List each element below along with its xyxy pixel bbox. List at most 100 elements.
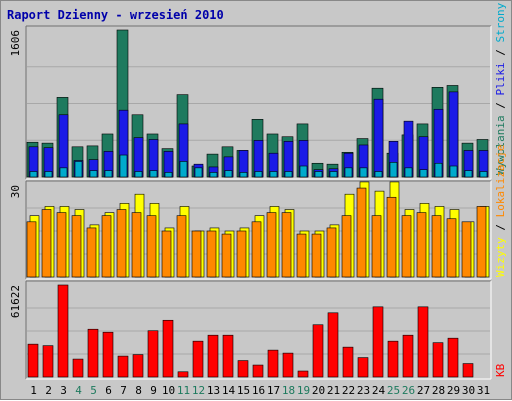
bar-requests-pliki-29 [448, 91, 459, 178]
x-tick-label: 27 [417, 384, 430, 397]
bar-requests-strony-24 [374, 171, 383, 178]
bar-visits-lokalizacje-14 [221, 233, 232, 278]
bar-traffic-kb-1 [27, 343, 39, 378]
x-tick-label: 4 [75, 384, 82, 397]
x-tick-label: 12 [192, 384, 205, 397]
bar-visits-lokalizacje-28 [431, 215, 442, 278]
bar-visits-lokalizacje-16 [251, 221, 262, 278]
bar-requests-strony-14 [224, 170, 233, 178]
panel-traffic: 61622 [9, 280, 492, 380]
panel-requests: 1606 [9, 25, 492, 180]
bar-traffic-kb-3 [57, 284, 69, 378]
bar-traffic-kb-10 [162, 319, 174, 378]
bar-requests-strony-28 [434, 162, 443, 178]
x-tick-label: 25 [387, 384, 400, 397]
bar-visits-lokalizacje-3 [56, 212, 67, 278]
x-tick-label: 18 [282, 384, 295, 397]
bar-requests-strony-18 [284, 171, 293, 178]
bar-visits-lokalizacje-26 [401, 215, 412, 278]
bar-traffic-kb-14 [222, 334, 234, 378]
bar-traffic-kb-12 [192, 340, 204, 378]
bar-traffic-kb-23 [357, 357, 369, 378]
bar-traffic-kb-18 [282, 352, 294, 378]
bar-visits-lokalizacje-29 [446, 218, 457, 278]
bar-visits-lokalizacje-5 [86, 227, 97, 278]
bar-requests-strony-30 [464, 170, 473, 178]
bar-requests-strony-29 [449, 165, 458, 178]
bar-visits-lokalizacje-4 [71, 215, 82, 278]
bar-traffic-kb-13 [207, 334, 219, 378]
bar-requests-strony-17 [269, 171, 278, 178]
y-max-label: 1606 [9, 30, 22, 57]
bar-traffic-kb-4 [72, 358, 84, 378]
bar-traffic-kb-5 [87, 328, 99, 378]
bar-requests-pliki-8 [133, 137, 144, 178]
bar-requests-strony-20 [314, 171, 323, 178]
bar-requests-strony-16 [254, 171, 263, 178]
bar-visits-lokalizacje-7 [116, 209, 127, 278]
bar-traffic-kb-17 [267, 349, 279, 378]
bar-visits-lokalizacje-27 [416, 212, 427, 278]
bar-requests-strony-15 [239, 172, 248, 178]
bar-traffic-kb-6 [102, 331, 114, 378]
x-tick-label: 24 [372, 384, 386, 397]
bar-visits-lokalizacje-11 [176, 215, 187, 278]
bar-requests-strony-25 [389, 162, 398, 178]
bar-traffic-kb-15 [237, 360, 249, 378]
bar-traffic-kb-28 [432, 342, 444, 378]
bar-visits-lokalizacje-6 [101, 215, 112, 278]
bar-requests-strony-23 [359, 167, 368, 178]
x-tick-label: 28 [432, 384, 445, 397]
x-tick-label: 10 [162, 384, 175, 397]
bar-visits-lokalizacje-21 [326, 227, 337, 278]
x-tick-label: 17 [267, 384, 280, 397]
bar-requests-strony-9 [149, 170, 158, 178]
x-tick-label: 7 [120, 384, 127, 397]
y-max-label: 30 [9, 185, 22, 198]
bar-requests-strony-21 [329, 171, 338, 178]
bar-traffic-kb-11 [177, 371, 189, 378]
legend-item: Pliki [494, 62, 507, 95]
bar-requests-strony-12 [194, 167, 203, 178]
y-max-label: 61622 [9, 285, 22, 318]
bar-visits-lokalizacje-25 [386, 196, 397, 278]
x-tick-label: 26 [402, 384, 415, 397]
legend-item: KB [494, 363, 507, 377]
bar-traffic-kb-29 [447, 337, 459, 378]
bar-traffic-kb-9 [147, 330, 159, 378]
x-tick-label: 6 [105, 384, 112, 397]
panel-visits: 30 [9, 180, 492, 280]
bar-traffic-kb-24 [372, 306, 384, 378]
x-tick-label: 19 [297, 384, 310, 397]
bar-requests-strony-10 [164, 172, 173, 178]
x-tick-label: 29 [447, 384, 460, 397]
x-tick-label: 5 [90, 384, 97, 397]
bar-requests-strony-11 [179, 161, 188, 178]
bar-requests-strony-31 [479, 171, 488, 178]
bar-visits-lokalizacje-10 [161, 230, 172, 278]
bar-requests-strony-7 [119, 154, 128, 178]
legend-item: Wywołania [494, 115, 507, 175]
bar-visits-lokalizacje-9 [146, 215, 157, 278]
legend-item: Strony [494, 2, 507, 42]
legend-item: Wizyty [494, 237, 507, 277]
x-tick-label: 1 [30, 384, 37, 397]
bar-visits-lokalizacje-31 [476, 206, 487, 278]
bar-traffic-kb-2 [42, 345, 54, 378]
bar-requests-strony-5 [89, 170, 98, 178]
legend-item: Lokalizacje [494, 145, 507, 218]
x-tick-label: 8 [135, 384, 142, 397]
bar-visits-lokalizacje-24 [371, 215, 382, 278]
bar-visits-lokalizacje-22 [341, 215, 352, 278]
bar-visits-lokalizacje-30 [461, 221, 472, 278]
chart-title: Raport Dzienny - wrzesień 2010 [7, 8, 224, 22]
bar-traffic-kb-7 [117, 355, 129, 378]
bar-requests-strony-4 [74, 161, 83, 178]
x-tick-label: 30 [462, 384, 475, 397]
bar-traffic-kb-19 [297, 370, 309, 378]
bar-traffic-kb-25 [387, 340, 399, 378]
x-tick-label: 21 [327, 384, 340, 397]
x-tick-label: 2 [45, 384, 52, 397]
bar-requests-strony-27 [419, 169, 428, 178]
